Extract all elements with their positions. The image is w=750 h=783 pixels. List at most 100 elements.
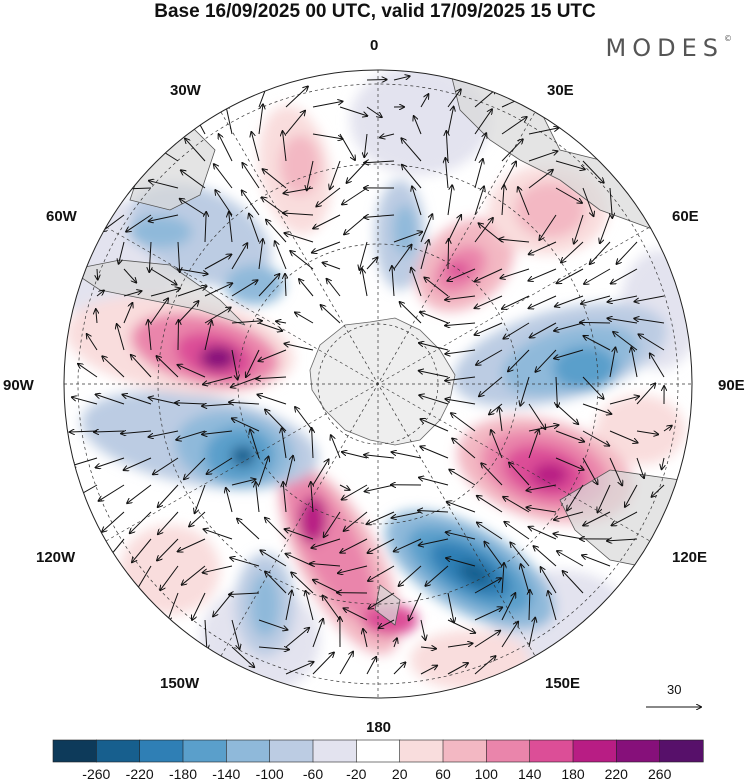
brand-registered-mark: © xyxy=(724,34,732,43)
wind-vector xyxy=(342,484,368,500)
wind-vector xyxy=(474,218,493,243)
wind-vector xyxy=(582,187,594,216)
wind-vector xyxy=(631,348,638,378)
wind-vector xyxy=(189,511,206,527)
wind-vector xyxy=(445,295,476,300)
wind-vector xyxy=(609,396,639,405)
wind-vector xyxy=(251,132,260,162)
wind-vector xyxy=(148,320,151,351)
wind-vector xyxy=(311,482,313,513)
wind-vector xyxy=(364,455,395,459)
wind-vector xyxy=(204,321,212,351)
wind-vector xyxy=(202,404,233,406)
wind-vector xyxy=(229,212,233,243)
wind-vector xyxy=(290,251,314,270)
wind-vector xyxy=(379,619,395,628)
wind-vector xyxy=(119,241,125,264)
wind-vector xyxy=(419,538,449,545)
wind-vector xyxy=(555,160,585,169)
colorbar-swatch xyxy=(356,739,401,763)
wind-vector xyxy=(420,94,428,108)
wind-vector xyxy=(204,283,232,297)
lon-label-0: 0 xyxy=(370,37,378,54)
wind-vector xyxy=(582,376,604,399)
wind-vector xyxy=(526,507,557,513)
wind-vector xyxy=(231,280,258,297)
wind-vector xyxy=(503,497,530,513)
wind-vector xyxy=(418,511,449,513)
wind-vector xyxy=(219,134,233,162)
wind-vector xyxy=(609,430,638,443)
wind-vector xyxy=(499,407,502,432)
wind-vector xyxy=(501,162,516,189)
wind-vector xyxy=(231,646,254,667)
wind-vector xyxy=(510,543,530,567)
wind-vector xyxy=(310,564,341,567)
wind-vector xyxy=(447,619,475,633)
wind-vector xyxy=(99,484,125,501)
wind-vector xyxy=(96,394,125,405)
wind-vector xyxy=(364,133,367,157)
wind-vector xyxy=(392,266,394,297)
lon-label-30e: 30E xyxy=(547,82,574,99)
wind-vector xyxy=(178,241,180,272)
wind-vector xyxy=(312,428,313,459)
wind-vector xyxy=(258,619,287,630)
wind-vector xyxy=(402,165,422,189)
lon-label-90w: 90W xyxy=(3,377,35,394)
colorbar-swatch xyxy=(312,739,357,763)
wind-vector xyxy=(231,321,262,323)
wind-vector xyxy=(636,383,655,405)
wind-vector xyxy=(529,295,557,308)
wind-vector xyxy=(392,452,422,459)
wind-vector xyxy=(424,278,449,297)
wind-vector xyxy=(481,463,503,486)
wind-vector xyxy=(284,344,314,351)
map-disk xyxy=(64,70,692,698)
wind-vector xyxy=(192,592,206,620)
wind-vector xyxy=(123,268,136,283)
wind-vector xyxy=(503,322,530,339)
wind-vector xyxy=(555,457,584,470)
lon-label-150w: 150W xyxy=(160,675,200,692)
wind-vector xyxy=(362,269,368,297)
wind-vector xyxy=(157,538,179,561)
wind-vector xyxy=(663,426,672,432)
wind-vector xyxy=(584,268,611,284)
wind-vector xyxy=(313,214,341,229)
wind-vector xyxy=(445,158,448,189)
wind-vector xyxy=(149,430,179,437)
reference-vector-value: 30 xyxy=(667,682,681,697)
wind-vector xyxy=(528,151,557,162)
wind-vector xyxy=(563,571,584,594)
wind-vector xyxy=(584,336,611,351)
colorbar-tick-label: 140 xyxy=(518,766,542,782)
wind-vector xyxy=(548,591,557,621)
wind-vector xyxy=(394,538,422,551)
wind-vector xyxy=(392,511,422,518)
map-boundary xyxy=(63,69,693,699)
wind-vector xyxy=(583,511,611,526)
wind-vector xyxy=(259,349,287,361)
wind-vector xyxy=(258,274,279,297)
wind-vector xyxy=(97,268,98,280)
wind-vector xyxy=(445,376,476,381)
wind-vector xyxy=(401,138,422,162)
wind-vector xyxy=(231,376,260,387)
lon-label-150e: 150E xyxy=(545,675,580,692)
wind-vector xyxy=(323,596,341,621)
lon-label-60w: 60W xyxy=(46,208,78,225)
wind-vector xyxy=(258,104,263,135)
wind-vector xyxy=(420,312,449,324)
wind-vector xyxy=(258,647,289,650)
wind-vector xyxy=(313,580,341,594)
wind-vector xyxy=(359,241,368,270)
wind-vector xyxy=(474,109,492,135)
wind-vector xyxy=(474,631,500,648)
wind-vector xyxy=(178,538,206,552)
wind-vector xyxy=(612,511,638,525)
wind-vector xyxy=(617,241,638,264)
lon-label-90e: 90E xyxy=(718,377,745,394)
wind-vector xyxy=(582,430,609,446)
wind-vector xyxy=(323,263,341,270)
